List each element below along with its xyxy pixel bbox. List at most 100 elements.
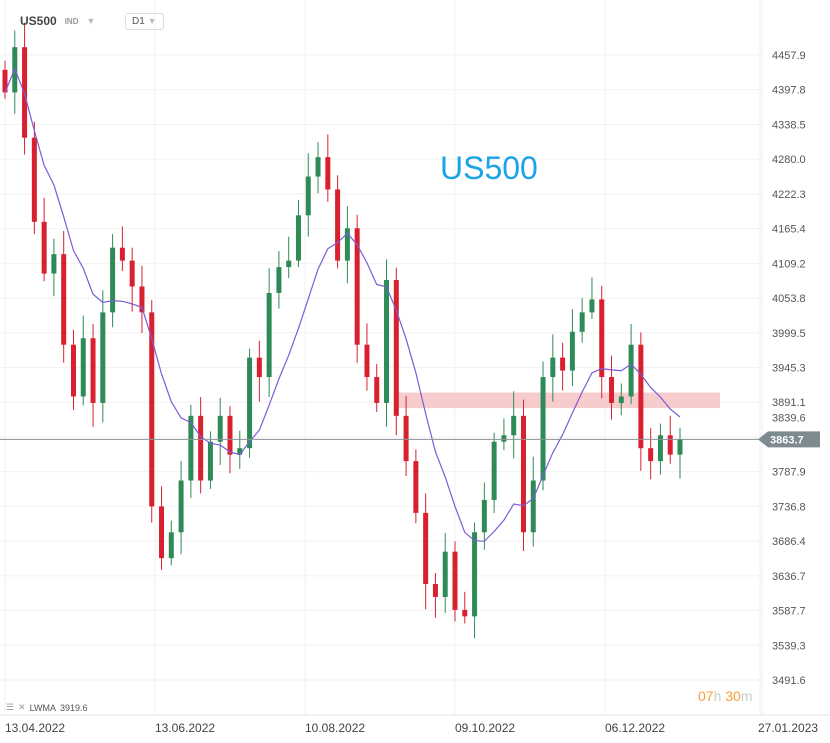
candle-body (256, 357, 262, 378)
timer-h: h (713, 688, 722, 704)
candle-body (344, 228, 350, 261)
x-tick-label: 13.04.2022 (5, 721, 65, 735)
candle (364, 323, 370, 391)
candle (589, 277, 595, 319)
candle-body (384, 280, 390, 403)
candle-body (110, 247, 116, 313)
candle-body (198, 415, 204, 481)
candle-body (648, 448, 654, 462)
x-tick-label: 13.06.2022 (155, 721, 215, 735)
x-tick-label: 27.01.2023 (758, 721, 818, 735)
symbol-watermark: US500 (440, 150, 538, 186)
candle (472, 522, 478, 639)
candle (354, 214, 360, 363)
candle (335, 175, 341, 269)
y-tick-label: 3787.9 (772, 467, 806, 479)
candle-body (403, 415, 409, 462)
candle-body (129, 260, 135, 287)
candle (237, 430, 243, 469)
candle (139, 265, 145, 334)
candle-body (139, 286, 145, 313)
y-tick-label: 3891.1 (772, 397, 806, 409)
candle-body (227, 415, 233, 455)
candle-body (423, 512, 429, 585)
settings-icon[interactable]: ☰ (6, 702, 15, 712)
candle-body (452, 551, 458, 610)
candle-body (335, 189, 341, 261)
candle (178, 461, 184, 555)
lwma-line (4, 67, 681, 542)
candle-body (677, 439, 683, 455)
candle (188, 404, 194, 498)
candle (100, 290, 106, 423)
symbol-header: US500 IND ▼ (20, 14, 95, 28)
candle-body (609, 377, 615, 403)
candle-timer: 07h 30m (698, 688, 753, 704)
x-tick-label: 06.12.2022 (605, 721, 665, 735)
candle-body (305, 176, 311, 216)
candle (550, 334, 556, 402)
y-tick-label: 3839.6 (772, 412, 806, 424)
candle-body (168, 532, 174, 559)
y-tick-label: 3587.7 (772, 606, 806, 618)
candle-body (657, 435, 663, 462)
candle (168, 520, 174, 566)
x-tick-label: 09.10.2022 (455, 721, 515, 735)
candle (61, 230, 67, 363)
candle-body (286, 260, 292, 268)
candle (569, 309, 575, 387)
candle-body (589, 299, 595, 313)
candle (41, 197, 47, 282)
symbol-label: US500 (20, 14, 57, 28)
candle (520, 399, 526, 552)
symbol-dropdown-icon[interactable]: ▼ (86, 16, 96, 26)
close-icon[interactable]: ✕ (18, 702, 26, 712)
candle (599, 285, 605, 399)
candle (374, 364, 380, 412)
candle (286, 236, 292, 279)
candle (442, 532, 448, 614)
candle (344, 206, 350, 284)
candle-body (481, 499, 487, 533)
candle-body (295, 215, 301, 261)
candle-body (100, 312, 106, 403)
candle-body (247, 357, 253, 449)
candle (129, 247, 135, 312)
candle (207, 431, 213, 489)
candle (579, 298, 585, 343)
y-tick-label: 4165.4 (772, 224, 806, 236)
candle (31, 121, 37, 235)
candle (481, 482, 487, 550)
candle (325, 134, 331, 202)
candle (305, 153, 311, 237)
candle-body (628, 344, 634, 397)
candle (51, 238, 57, 297)
candle (403, 395, 409, 477)
candle (648, 428, 654, 480)
current-price-tag (758, 431, 820, 448)
candle-body (569, 331, 575, 371)
candle-body (149, 312, 155, 507)
candle (110, 234, 116, 328)
candle-body (80, 338, 86, 397)
candle-body (325, 157, 331, 190)
candle-body (70, 344, 76, 397)
candle-body (618, 396, 624, 403)
candle-body (237, 448, 243, 455)
candle (423, 493, 429, 610)
candle (501, 418, 507, 451)
candle (413, 449, 419, 524)
y-tick-label: 4397.8 (772, 85, 806, 97)
candle-body (276, 267, 282, 293)
candle-body (354, 228, 360, 345)
candle (2, 60, 8, 99)
candle (638, 332, 644, 471)
candle (159, 486, 165, 570)
y-tick-label: 4109.2 (772, 258, 806, 270)
instrument-type: IND (64, 16, 79, 26)
candle (256, 340, 262, 402)
candle-body (579, 312, 585, 332)
timeframe-select[interactable]: D1 ▼ (125, 13, 164, 30)
